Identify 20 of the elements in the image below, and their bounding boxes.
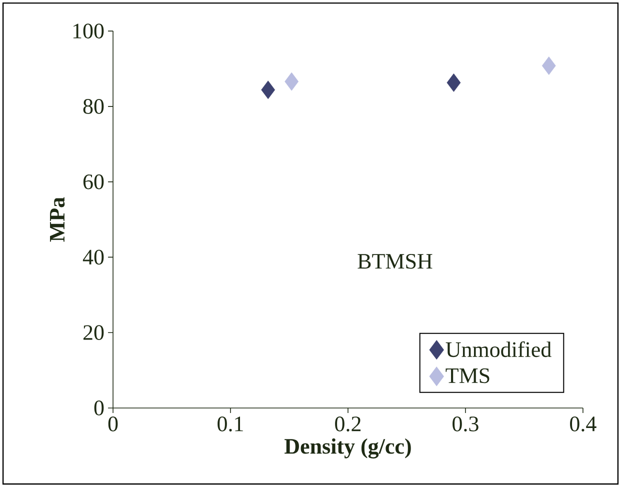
point [542,56,556,75]
point [446,73,461,92]
point [261,80,276,100]
y-tick-label: 80 [83,99,104,114]
x-axis-title: Density (g/cc) [284,438,411,458]
y-tick-label: 20 [83,325,104,340]
y-tick-label: 0 [94,400,104,416]
x-tick-label: 0.4 [570,416,596,432]
y-axis-title: MPa [50,197,65,242]
y-tick-label: 40 [82,250,104,265]
y-tick-label: 100 [73,24,104,38]
legend-label: TMS [446,368,490,384]
point [284,72,299,91]
legend-label: Unmodified [446,341,552,358]
legend-title: BTMSH [358,254,432,269]
y-tick-label: 60 [83,174,104,190]
x-tick-label: 0 [108,416,118,432]
x-tick-label: 0.3 [452,416,478,432]
x-tick-label: 0.1 [218,416,243,432]
x-tick-label: 0.2 [335,416,361,432]
